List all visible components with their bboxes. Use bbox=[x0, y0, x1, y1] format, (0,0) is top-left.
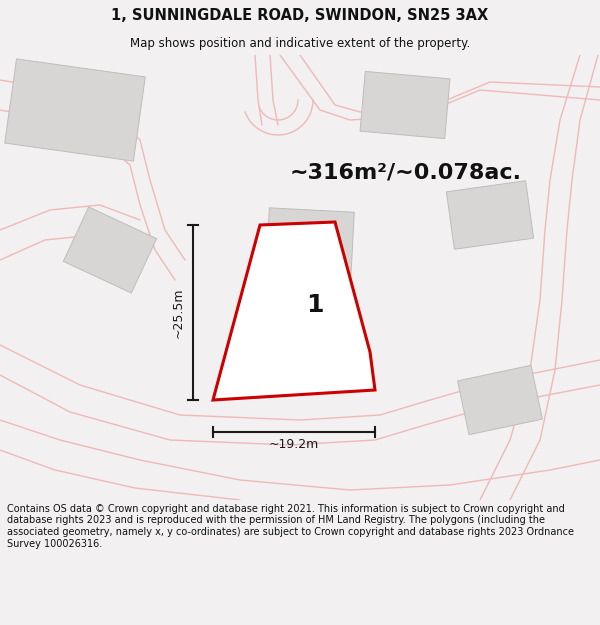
Text: Contains OS data © Crown copyright and database right 2021. This information is : Contains OS data © Crown copyright and d… bbox=[7, 504, 574, 549]
Polygon shape bbox=[458, 365, 542, 435]
Text: ~316m²/~0.078ac.: ~316m²/~0.078ac. bbox=[290, 162, 522, 182]
Text: Map shows position and indicative extent of the property.: Map shows position and indicative extent… bbox=[130, 38, 470, 51]
Text: ~19.2m: ~19.2m bbox=[269, 438, 319, 451]
Text: 1: 1 bbox=[306, 293, 324, 317]
Polygon shape bbox=[5, 59, 145, 161]
Text: ~25.5m: ~25.5m bbox=[172, 288, 185, 338]
Polygon shape bbox=[360, 71, 450, 139]
Polygon shape bbox=[213, 222, 375, 400]
Polygon shape bbox=[266, 208, 354, 282]
Polygon shape bbox=[64, 207, 157, 293]
Text: 1, SUNNINGDALE ROAD, SWINDON, SN25 3AX: 1, SUNNINGDALE ROAD, SWINDON, SN25 3AX bbox=[112, 8, 488, 23]
Polygon shape bbox=[446, 181, 533, 249]
